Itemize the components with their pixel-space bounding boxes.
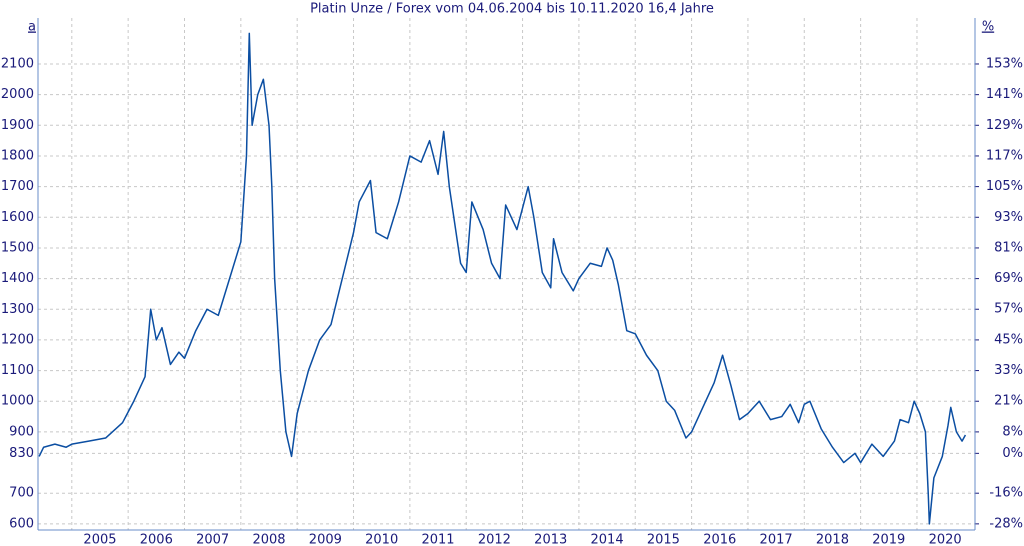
y2-tick-label: -28%: [989, 516, 1023, 531]
y-tick-label: 1000: [1, 394, 34, 409]
x-tick-label: 2008: [252, 533, 285, 546]
x-tick-label: 2019: [872, 533, 905, 546]
y2-tick-label: 93%: [994, 210, 1023, 225]
x-tick-label: 2009: [309, 533, 342, 546]
y2-tick-label: 45%: [994, 332, 1023, 347]
x-tick-label: 2012: [478, 533, 511, 546]
y-tick-label: 1700: [1, 179, 34, 194]
y2-tick-label: 0%: [1002, 446, 1023, 461]
x-tick-label: 2016: [703, 533, 736, 546]
y-tick-label: 1200: [1, 332, 34, 347]
y-tick-label: 1400: [1, 271, 34, 286]
y-tick-label: 2000: [1, 87, 34, 102]
right-corner-label: %: [982, 20, 994, 35]
x-tick-label: 2010: [365, 533, 398, 546]
x-tick-label: 2013: [534, 533, 567, 546]
x-tick-label: 2015: [647, 533, 680, 546]
y-tick-label: 900: [9, 424, 34, 439]
y-tick-label: 600: [9, 516, 34, 531]
x-tick-label: 2006: [140, 533, 173, 546]
y2-tick-label: 21%: [994, 394, 1023, 409]
x-tick-label: 2011: [421, 533, 454, 546]
y-tick-label: 1900: [1, 118, 34, 133]
y2-tick-label: 57%: [994, 302, 1023, 317]
y-tick-label: 1100: [1, 363, 34, 378]
y-tick-label: 1800: [1, 148, 34, 163]
y2-tick-label: 8%: [1002, 424, 1023, 439]
y-tick-label: 1500: [1, 240, 34, 255]
left-corner-label: a: [28, 20, 36, 35]
y-tick-label: 700: [9, 486, 34, 501]
y2-tick-label: 153%: [986, 56, 1023, 71]
x-tick-label: 2018: [816, 533, 849, 546]
chart-title: Platin Unze / Forex vom 04.06.2004 bis 1…: [310, 2, 714, 17]
x-tick-label: 2007: [196, 533, 229, 546]
y-tick-label: 1300: [1, 302, 34, 317]
x-tick-label: 2005: [83, 533, 116, 546]
price-line: [38, 32, 967, 525]
y2-tick-label: 81%: [994, 240, 1023, 255]
x-tick-label: 2020: [929, 533, 962, 546]
y2-tick-label: 117%: [986, 148, 1023, 163]
y2-tick-label: 33%: [994, 363, 1023, 378]
y2-tick-label: 69%: [994, 271, 1023, 286]
x-tick-label: 2014: [591, 533, 624, 546]
y2-tick-label: 129%: [986, 118, 1023, 133]
y2-tick-label: 141%: [986, 87, 1023, 102]
y-tick-label: 1600: [1, 210, 34, 225]
y-tick-label: 2100: [1, 56, 34, 71]
x-tick-label: 2017: [760, 533, 793, 546]
y-tick-label: 830: [9, 446, 34, 461]
y2-tick-label: -16%: [989, 486, 1023, 501]
y2-tick-label: 105%: [986, 179, 1023, 194]
